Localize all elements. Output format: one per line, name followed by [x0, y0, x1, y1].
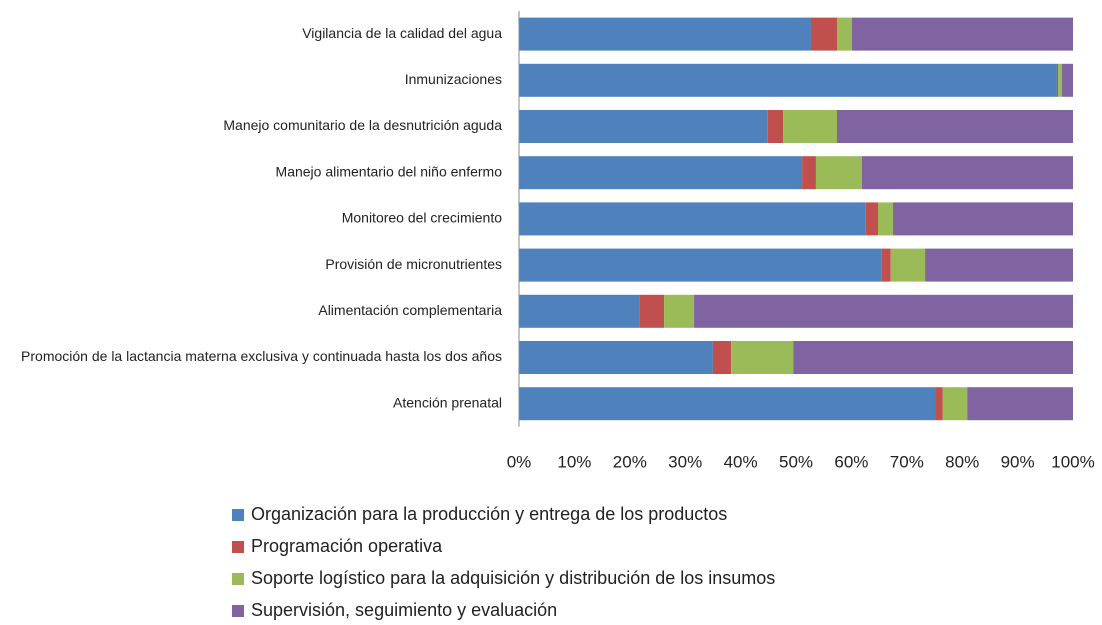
bar-segment	[639, 294, 665, 328]
category-label: Monitoreo del crecimiento	[342, 210, 503, 226]
bar-segment	[783, 110, 837, 143]
legend-label: Supervisión, seguimiento y evaluación	[251, 600, 557, 620]
x-tick-label: 20%	[613, 452, 647, 471]
bar-segment	[519, 202, 866, 236]
legend-label: Programación operativa	[251, 536, 443, 556]
bar-segment	[519, 248, 882, 282]
x-tick-label: 50%	[779, 452, 813, 471]
bar-segment	[519, 63, 1057, 97]
legend-swatch	[232, 509, 244, 521]
bar-segment	[967, 387, 1073, 421]
category-label: Manejo comunitario de la desnutrición ag…	[223, 117, 502, 133]
category-label: Manejo alimentario del niño enfermo	[276, 163, 503, 179]
x-tick-label: 10%	[557, 452, 591, 471]
bar-segment	[793, 341, 1073, 374]
bar-segment	[519, 110, 768, 143]
x-tick-label: 40%	[724, 452, 758, 471]
bar-segment	[861, 156, 1073, 190]
bar-segment	[1058, 63, 1062, 97]
x-tick-label: 70%	[890, 452, 924, 471]
x-tick-label: 90%	[1001, 452, 1035, 471]
legend-swatch	[232, 573, 244, 585]
bar-segment	[731, 341, 794, 374]
bar-segment	[865, 202, 878, 236]
bar-segment	[942, 387, 968, 421]
bar-segment	[890, 248, 926, 282]
bar-segment	[694, 294, 1073, 328]
x-tick-label: 60%	[834, 452, 868, 471]
legend-swatch	[232, 605, 244, 617]
bar-segment	[836, 17, 852, 51]
legend-label: Soporte logístico para la adquisición y …	[251, 568, 775, 588]
category-label: Inmunizaciones	[405, 71, 502, 87]
bar-segment	[712, 341, 732, 374]
category-label: Promoción de la lactancia materna exclus…	[21, 348, 502, 364]
bar-segment	[892, 202, 1073, 236]
bar-segment	[519, 156, 803, 190]
x-tick-label: 80%	[945, 452, 979, 471]
legend-swatch	[232, 541, 244, 553]
bar-segment	[1061, 63, 1073, 97]
bar-segment	[877, 202, 893, 236]
bar-segment	[664, 294, 695, 328]
bar-segment	[925, 248, 1073, 282]
bar-segment	[810, 17, 837, 51]
x-tick-label: 0%	[507, 452, 532, 471]
bar-segment	[519, 17, 811, 51]
bar-segment	[1056, 63, 1059, 97]
bar-segment	[851, 17, 1073, 51]
category-label: Provisión de micronutrientes	[325, 256, 502, 272]
bar-segment	[802, 156, 816, 190]
x-tick-label: 30%	[668, 452, 702, 471]
category-label: Vigilancia de la calidad del agua	[302, 25, 502, 41]
category-label: Alimentación complementaria	[318, 302, 502, 318]
bar-segment	[519, 387, 936, 421]
bar-segment	[836, 110, 1073, 143]
bar-segment	[519, 294, 640, 328]
legend-label: Organización para la producción y entreg…	[251, 504, 727, 524]
bar-segment	[881, 248, 891, 282]
bar-segment	[935, 387, 943, 421]
category-label: Atención prenatal	[393, 394, 502, 410]
bar-segment	[767, 110, 784, 143]
bar-segment	[519, 341, 713, 374]
x-tick-label: 100%	[1051, 452, 1094, 471]
bar-segment	[815, 156, 862, 190]
